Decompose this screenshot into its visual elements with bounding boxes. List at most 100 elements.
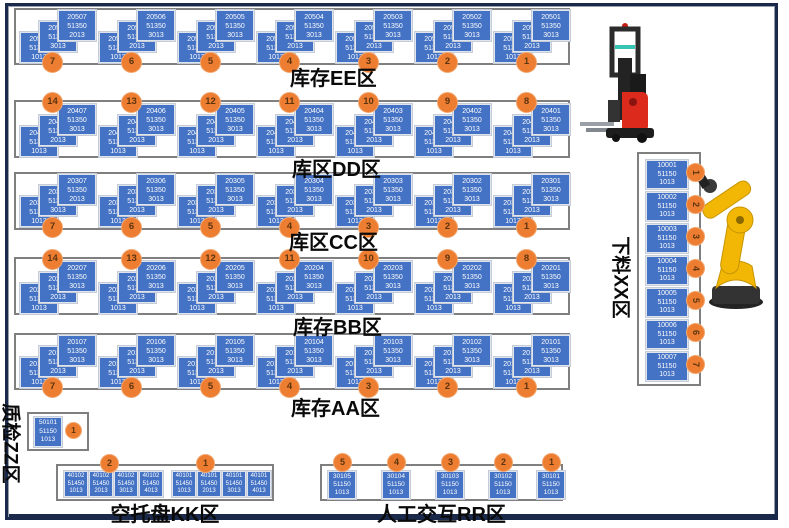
rr-station-box: 30103 51150 1013	[436, 471, 464, 499]
station-number-badge: 10	[358, 249, 379, 270]
xx-slot-box: 10005 51150 1013	[646, 288, 688, 317]
pallet-slot-box: 20405 51350 3013	[216, 104, 254, 135]
rr-station-number: 3	[441, 453, 460, 472]
station-number-badge: 11	[279, 92, 300, 113]
pallet-slot-box: 20402 51350 3013	[453, 104, 491, 135]
pallet-slot-box: 20407 51350 3013	[58, 104, 96, 135]
pallet-slot-box: 20502 51350 3013	[453, 10, 491, 41]
pallet-slot-box: 20504 51350 3013	[295, 10, 333, 41]
station-number-badge: 13	[121, 249, 142, 270]
station-number-badge: 4	[279, 377, 300, 398]
robot-arm-image	[694, 170, 763, 309]
xx-station-number: 2	[686, 195, 705, 214]
kk-slot-box: 40101 51450 1013	[172, 471, 196, 497]
station-number-badge: 8	[516, 249, 537, 270]
kk-slot-box: 40102 51450 1013	[64, 471, 88, 497]
station-number-badge: 4	[279, 217, 300, 238]
zone-AA-label: 库存AA区	[291, 398, 380, 420]
station-number-badge: 2	[437, 52, 458, 73]
kk-slot-box: 40102 51450 3013	[114, 471, 138, 497]
kk-group-number: 2	[100, 454, 119, 473]
pallet-slot-box: 20401 51350 3013	[532, 104, 570, 135]
station-number-badge: 6	[121, 52, 142, 73]
station-number-badge: 14	[42, 249, 63, 270]
station-number-badge: 12	[200, 249, 221, 270]
pallet-slot-box: 20203 51350 3013	[374, 261, 412, 292]
station-number-badge: 1	[516, 52, 537, 73]
zone-XX: 10001 51150 1013 1 10002 51150 1013 2 10003 …	[637, 152, 705, 386]
pallet-slot-box: 20501 51350 3013	[532, 10, 570, 41]
pallet-slot-box: 20101 51350 3013	[532, 335, 570, 366]
station-number-badge: 3	[358, 377, 379, 398]
zone-RR-label: 人工交互RR区	[377, 504, 506, 526]
pallet-slot-box: 20106 51350 3013	[137, 335, 175, 366]
zone-DD-label: 库区DD区	[292, 159, 381, 181]
pallet-slot-box: 20204 51350 3013	[295, 261, 333, 292]
pallet-slot-box: 20202 51350 3013	[453, 261, 491, 292]
station-number-badge: 3	[358, 52, 379, 73]
xx-station-number: 1	[686, 163, 705, 182]
station-number-badge: 3	[358, 217, 379, 238]
zone-CC-label: 库区CC区	[289, 232, 378, 254]
station-number-badge: 14	[42, 92, 63, 113]
station-number-badge: 6	[121, 217, 142, 238]
station-number-badge: 1	[516, 217, 537, 238]
station-number-badge: 5	[200, 52, 221, 73]
station-number-badge: 9	[437, 92, 458, 113]
zone-XX-label: 下料XX区	[609, 236, 631, 319]
rr-station-number: 1	[542, 453, 561, 472]
zone-ZZ: 50101 51150 1013 1	[27, 412, 89, 451]
pallet-slot-box: 20102 51350 3013	[453, 335, 491, 366]
zone-EE-label: 库存EE区	[290, 68, 377, 90]
rr-station-box: 30102 51150 1013	[489, 471, 517, 499]
xx-station-number: 5	[686, 291, 705, 310]
station-number-badge: 2	[437, 217, 458, 238]
rr-station-box: 30104 51150 1013	[382, 471, 410, 499]
station-number-badge: 8	[516, 92, 537, 113]
pallet-slot-box: 20107 51350 3013	[58, 335, 96, 366]
xx-station-number: 7	[686, 355, 705, 374]
kk-slot-box: 40101 51450 2013	[197, 471, 221, 497]
pallet-slot-box: 20205 51350 3013	[216, 261, 254, 292]
pallet-slot-box: 20301 51350 3013	[532, 174, 570, 205]
pallet-slot-box: 20403 51350 3013	[374, 104, 412, 135]
xx-slot-box: 10002 51150 1013	[646, 192, 688, 221]
agv-forklift-image	[580, 23, 654, 143]
station-number-badge: 5	[200, 217, 221, 238]
station-number-badge: 1	[516, 377, 537, 398]
rr-station-box: 30105 51150 1013	[328, 471, 356, 499]
station-number-badge: 2	[437, 377, 458, 398]
pallet-slot-box: 20104 51350 3013	[295, 335, 333, 366]
pallet-slot-box: 20307 51350 2013	[58, 174, 96, 205]
xx-station-number: 6	[686, 323, 705, 342]
zone-KK-label: 空托盘KK区	[110, 504, 220, 526]
zz-station-number: 1	[65, 422, 82, 439]
